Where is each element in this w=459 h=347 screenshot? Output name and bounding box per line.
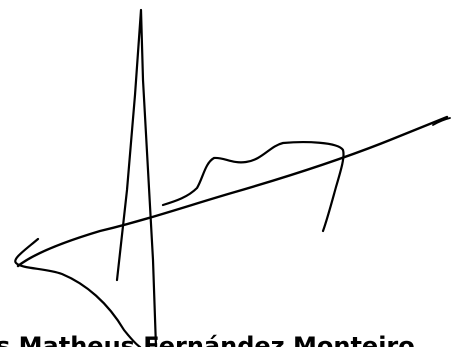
signer-name-text: Matheus Fernández Monteiro <box>18 332 415 347</box>
signer-name-prefix: s <box>0 332 11 347</box>
signer-name: s Matheus Fernández Monteiro <box>0 332 415 347</box>
signature-stroke-hump <box>161 141 345 233</box>
signature-stroke-baseline <box>16 115 449 268</box>
signature-stroke-spike <box>115 8 158 347</box>
signature-stroke-curl <box>14 237 142 347</box>
signature-stroke-tail <box>432 117 451 126</box>
